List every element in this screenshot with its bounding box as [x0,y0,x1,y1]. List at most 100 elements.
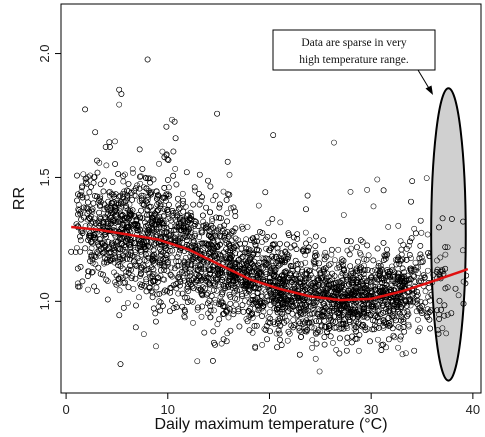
data-point [259,265,266,272]
data-point [322,277,329,284]
data-point [296,351,303,358]
data-point [239,261,245,268]
data-point [262,236,269,243]
data-point [256,259,263,266]
data-point [303,240,309,247]
data-point [88,239,95,246]
data-point [102,214,109,221]
data-point [96,197,103,204]
data-point [96,159,103,166]
data-point [306,311,313,318]
data-point [108,203,115,210]
data-point [407,298,413,304]
data-point [285,254,292,261]
data-point [199,284,206,291]
data-point [260,303,266,309]
data-point [367,338,373,345]
data-point [164,206,171,213]
data-point [181,307,188,313]
data-point [221,283,227,289]
data-point [439,215,446,222]
data-point [95,239,101,246]
data-point [247,265,254,271]
data-point [112,161,118,167]
data-point [273,253,279,260]
data-point [219,289,226,296]
data-point [377,289,384,296]
data-point [399,278,405,285]
data-point [266,309,273,316]
data-point [77,237,84,244]
data-point [395,270,401,277]
data-point [402,279,409,286]
data-point [134,263,140,270]
data-point [165,157,172,163]
data-point [117,246,123,252]
data-point [385,299,391,306]
data-point [254,272,261,278]
data-point [162,254,169,261]
data-point [116,254,123,260]
data-point [176,250,182,257]
data-point [182,203,189,210]
data-point [393,261,400,268]
data-point [361,304,367,311]
data-point [146,270,153,277]
data-point [434,266,441,273]
data-point [167,289,173,296]
data-point [148,214,155,221]
data-point [162,243,169,249]
data-point [138,270,144,277]
data-point [79,278,86,285]
data-point [397,325,404,332]
data-point [172,135,179,142]
data-point [412,279,419,286]
data-point [195,304,201,311]
data-point [173,181,180,188]
data-point [287,305,293,312]
data-point [396,283,403,290]
data-point [372,267,378,273]
data-point [171,265,178,272]
data-point [298,333,304,340]
data-point [143,267,150,273]
data-point [195,223,202,229]
data-point [191,184,198,191]
data-point [96,214,103,221]
data-point [188,261,195,268]
data-point [207,228,214,235]
data-point [312,249,319,256]
data-point [351,322,358,329]
data-point [452,285,459,292]
data-point [305,274,312,281]
data-point [384,246,390,253]
data-point [277,219,284,226]
data-point [153,226,160,233]
data-point [127,207,134,214]
data-point [285,328,292,335]
data-point [364,267,371,273]
data-point [112,138,118,145]
data-point [223,255,229,262]
data-point [416,255,423,262]
data-point [338,280,345,287]
data-point [176,205,182,212]
data-point [189,283,196,290]
data-point [161,263,167,270]
data-point [152,240,159,247]
data-point [85,273,91,279]
data-point [312,259,319,266]
data-point [274,278,281,284]
data-point [279,257,285,264]
data-point [132,249,139,255]
data-point [294,236,301,242]
data-point [212,192,219,199]
data-point [418,307,425,314]
data-point [374,245,381,252]
data-point [138,192,145,199]
data-point [216,316,223,323]
data-point [397,238,404,244]
data-point [293,302,300,309]
data-point [151,221,158,227]
data-point [154,279,161,285]
